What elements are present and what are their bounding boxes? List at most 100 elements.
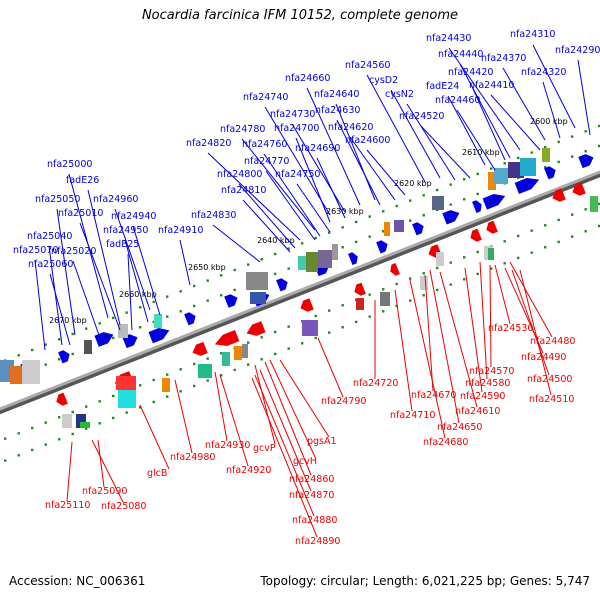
gene-block — [242, 344, 248, 358]
tick-mark — [287, 247, 290, 250]
tick-mark — [179, 310, 182, 313]
forward-leader-line — [349, 136, 396, 201]
gene-block — [542, 148, 550, 162]
forward-gene-label: nfa24410 — [469, 80, 514, 91]
tick-mark — [301, 242, 304, 245]
forward-gene-label: cysD2 — [369, 75, 398, 86]
reverse-leader-line — [494, 264, 511, 325]
tick-mark — [44, 343, 47, 346]
tick-mark — [193, 304, 196, 308]
tick-mark — [206, 379, 209, 382]
gene-block — [420, 276, 428, 290]
tick-mark — [98, 422, 101, 425]
tick-mark — [395, 204, 398, 208]
tick-mark — [98, 400, 101, 403]
tick-mark — [260, 336, 263, 339]
tick-mark — [530, 151, 533, 154]
tick-mark — [139, 384, 142, 387]
gene-block — [332, 244, 338, 260]
reverse-gene-arrow — [192, 341, 208, 356]
tick-mark — [490, 267, 493, 270]
gene-block — [22, 360, 40, 384]
tick-mark — [328, 231, 331, 234]
tick-mark — [490, 167, 493, 170]
tick-mark — [31, 426, 34, 430]
forward-gene-label: nfa25060 — [28, 259, 73, 270]
forward-leader-line — [336, 119, 381, 206]
forward-leader-line — [87, 189, 121, 326]
tick-mark — [382, 288, 385, 291]
backbone-shadow — [0, 170, 600, 415]
gene-block — [494, 168, 508, 184]
forward-leader-line — [335, 103, 376, 201]
tick-mark — [463, 178, 466, 181]
gene-block — [318, 250, 332, 268]
tick-mark — [112, 416, 115, 420]
tick-mark — [274, 272, 277, 276]
forward-leader-line — [124, 239, 149, 323]
tick-mark — [4, 437, 7, 440]
forward-leader-line — [469, 81, 506, 161]
forward-leader-line — [502, 67, 546, 141]
forward-leader-line — [295, 137, 331, 223]
forward-gene-label: nfa24310 — [510, 29, 555, 40]
reverse-leader-line — [509, 261, 553, 338]
gene-block — [488, 248, 494, 260]
reverse-leader-line — [394, 289, 413, 412]
gene-block — [118, 324, 128, 338]
tick-mark — [476, 272, 479, 276]
gene-features — [0, 148, 598, 428]
tick-mark — [220, 352, 223, 355]
tick-mark — [179, 368, 182, 371]
tick-mark — [314, 236, 317, 240]
forward-gene-arrow — [544, 166, 556, 180]
tick-mark — [571, 155, 574, 158]
tick-mark — [152, 300, 155, 304]
tick-mark — [179, 390, 182, 393]
tick-mark — [166, 295, 169, 298]
tick-mark — [395, 304, 398, 308]
tick-mark — [517, 156, 520, 160]
gene-block — [394, 220, 404, 232]
reverse-gene-label: nfa24510 — [529, 394, 574, 405]
reverse-leader-line — [66, 441, 73, 502]
reverse-gene-label: nfa24570 — [469, 366, 514, 377]
forward-gene-arrow — [472, 200, 482, 214]
tick-mark — [233, 368, 236, 372]
forward-gene-label: fadE24 — [426, 81, 459, 92]
forward-leader-line — [447, 95, 486, 166]
reverse-gene-arrow — [486, 220, 498, 234]
tick-mark — [517, 256, 520, 260]
forward-gene-label: nfa24730 — [270, 109, 315, 120]
tick-mark — [314, 314, 317, 318]
forward-gene-label: nfa24520 — [399, 111, 444, 122]
tick-mark — [247, 363, 250, 366]
tick-mark — [260, 358, 263, 361]
reverse-leader-line — [269, 359, 316, 458]
reverse-leader-line — [317, 337, 344, 398]
forward-gene-arrow — [58, 350, 70, 364]
reverse-gene-label: nfa25080 — [101, 501, 146, 512]
gene-block — [384, 222, 390, 236]
reverse-gene-label: nfa24720 — [353, 378, 398, 389]
tick-mark — [179, 290, 182, 293]
forward-gene-label: nfa24740 — [243, 92, 288, 103]
accession-text: Accession: NC_006361 — [9, 574, 146, 588]
tick-mark — [382, 310, 385, 313]
label-leader-lines — [34, 44, 591, 538]
tick-mark — [314, 336, 317, 340]
tick-mark — [409, 277, 412, 280]
reverse-leader-line — [91, 439, 124, 503]
reverse-gene-label: nfa24890 — [295, 536, 340, 547]
reverse-leader-line — [219, 374, 249, 467]
forward-gene-label: nfa24460 — [435, 95, 480, 106]
forward-leader-line — [291, 123, 346, 213]
reverse-leader-line — [429, 269, 460, 424]
forward-gene-label: fadE26 — [66, 175, 99, 186]
tick-mark — [152, 400, 155, 404]
tick-mark — [598, 144, 600, 148]
tick-mark — [287, 267, 290, 270]
tick-mark — [220, 274, 223, 277]
